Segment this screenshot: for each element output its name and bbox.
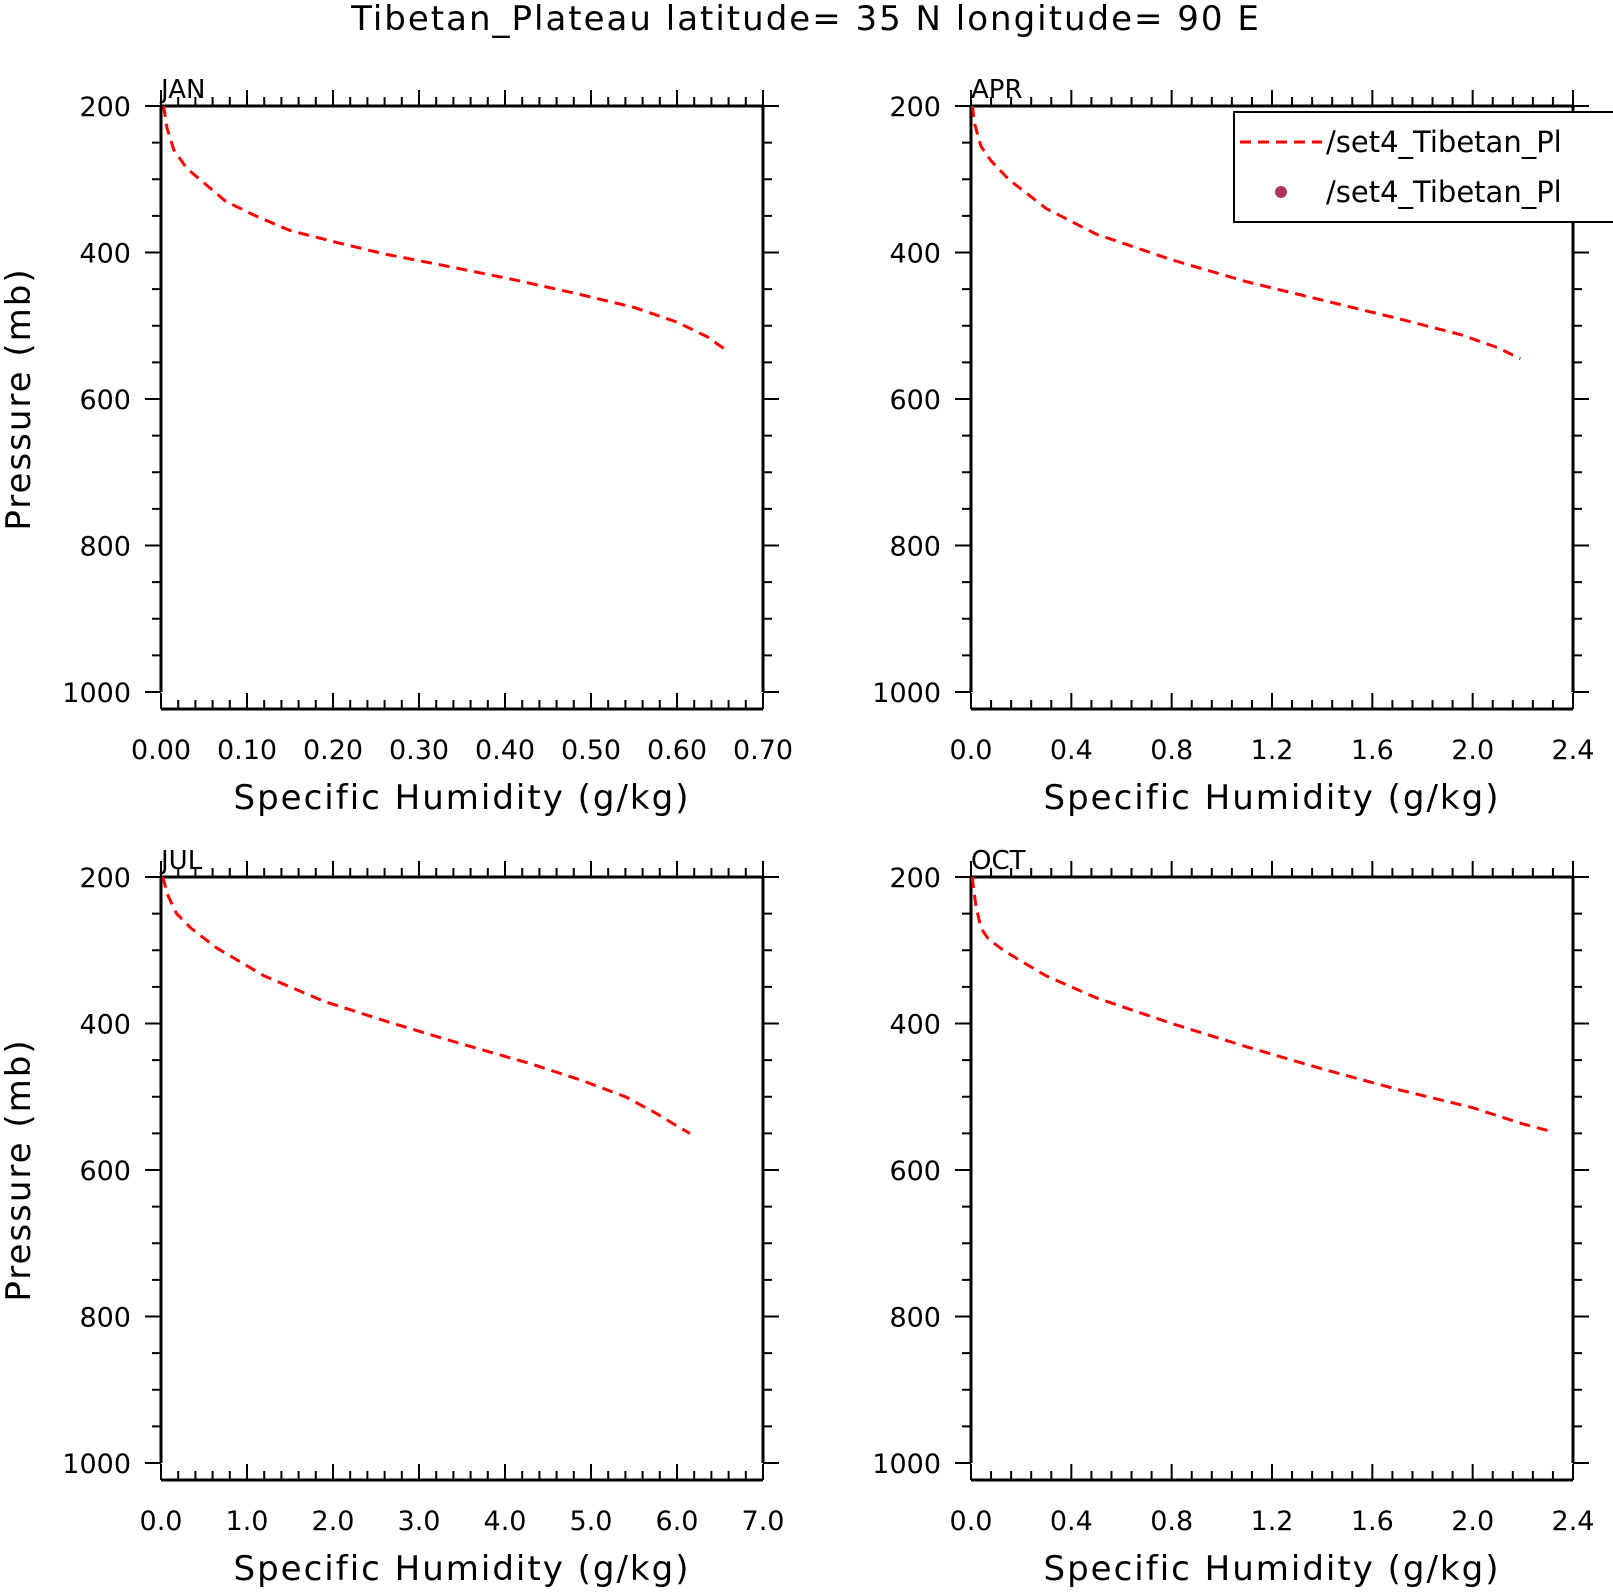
legend-label: /set4_Tibetan_Pl (1326, 175, 1562, 209)
y-tick-label: 200 (79, 863, 131, 894)
legend-label: /set4_Tibetan_Pl (1326, 125, 1562, 159)
y-axis-label: Pressure (mb) (0, 267, 39, 530)
x-tick-label: 2.4 (1552, 735, 1595, 766)
figure-title: Tibetan_Plateau latitude= 35 N longitude… (350, 0, 1261, 39)
x-tick-label: 1.0 (226, 1506, 269, 1537)
x-tick-label: 0.8 (1150, 1506, 1193, 1537)
x-tick-label: 0.10 (217, 735, 277, 766)
y-tick-label: 400 (79, 1010, 131, 1041)
y-tick-label: 1000 (62, 1449, 131, 1480)
x-axis-label: Specific Humidity (g/kg) (234, 778, 691, 818)
y-tick-label: 600 (79, 385, 131, 416)
series-line (162, 105, 728, 355)
y-tick-label: 1000 (872, 1449, 941, 1480)
legend-box (1233, 111, 1613, 223)
x-tick-label: 2.4 (1552, 1506, 1595, 1537)
y-tick-label: 1000 (62, 678, 131, 709)
x-tick-label: 1.2 (1251, 1506, 1294, 1537)
series-line (970, 876, 1554, 1134)
x-tick-label: 5.0 (570, 1506, 613, 1537)
series-line (970, 105, 1521, 361)
y-tick-label: 800 (889, 1303, 941, 1334)
x-tick-label: 6.0 (656, 1506, 699, 1537)
x-tick-label: 0.40 (475, 735, 535, 766)
y-tick-label: 400 (79, 239, 131, 270)
panel-apr: APR 200 400 600 800 1000 0.0 0.4 0.8 1.2 1.6 2.0 2.4… (872, 75, 1594, 818)
y-tick-label: 400 (889, 239, 941, 270)
panel-label: APR (971, 75, 1023, 105)
x-tick-label: 1.6 (1351, 1506, 1394, 1537)
x-tick-label: 0.4 (1050, 735, 1093, 766)
y-tick-label: 200 (889, 863, 941, 894)
series-line (161, 876, 691, 1135)
x-tick-label: 2.0 (312, 1506, 355, 1537)
y-tick-label: 800 (79, 1303, 131, 1334)
y-tick-label: 600 (79, 1156, 131, 1187)
x-tick-label: 0.0 (950, 735, 993, 766)
legend-dot-swatch (1275, 186, 1287, 198)
x-axis-label: Specific Humidity (g/kg) (234, 1549, 691, 1589)
panel-label: JAN (159, 75, 205, 105)
y-tick-label: 800 (889, 532, 941, 563)
x-tick-label: 0.0 (950, 1506, 993, 1537)
panel-label: OCT (971, 846, 1026, 876)
x-tick-label: 3.0 (398, 1506, 441, 1537)
y-tick-label: 800 (79, 532, 131, 563)
x-tick-label: 4.0 (484, 1506, 527, 1537)
x-tick-label: 0.20 (303, 735, 363, 766)
x-axis-label: Specific Humidity (g/kg) (1044, 778, 1501, 818)
x-tick-label: 0.50 (561, 735, 621, 766)
x-tick-label: 1.6 (1351, 735, 1394, 766)
panel-oct: OCT 200 400 600 800 1000 0.0 0.4 0.8 1.2 1.6 2.0 2.4… (872, 846, 1594, 1589)
x-tick-label: 0.60 (647, 735, 707, 766)
y-tick-label: 600 (889, 1156, 941, 1187)
x-tick-label: 2.0 (1451, 1506, 1494, 1537)
x-tick-label: 0.8 (1150, 735, 1193, 766)
x-axis-label: Specific Humidity (g/kg) (1044, 1549, 1501, 1589)
y-tick-label: 200 (889, 92, 941, 123)
x-tick-label: 0.0 (140, 1506, 183, 1537)
x-tick-label: 7.0 (742, 1506, 785, 1537)
y-tick-label: 1000 (872, 678, 941, 709)
y-tick-label: 600 (889, 385, 941, 416)
x-tick-label: 0.30 (389, 735, 449, 766)
x-tick-label: 0.00 (131, 735, 191, 766)
y-tick-label: 400 (889, 1010, 941, 1041)
y-tick-label: 200 (79, 92, 131, 123)
x-tick-label: 1.2 (1251, 735, 1294, 766)
legend: /set4_Tibetan_Pl/set4_Tibetan_Pl (1233, 111, 1613, 223)
x-tick-label: 0.4 (1050, 1506, 1093, 1537)
x-tick-label: 0.70 (733, 735, 793, 766)
x-tick-label: 2.0 (1451, 735, 1494, 766)
y-axis-label: Pressure (mb) (0, 1038, 39, 1301)
